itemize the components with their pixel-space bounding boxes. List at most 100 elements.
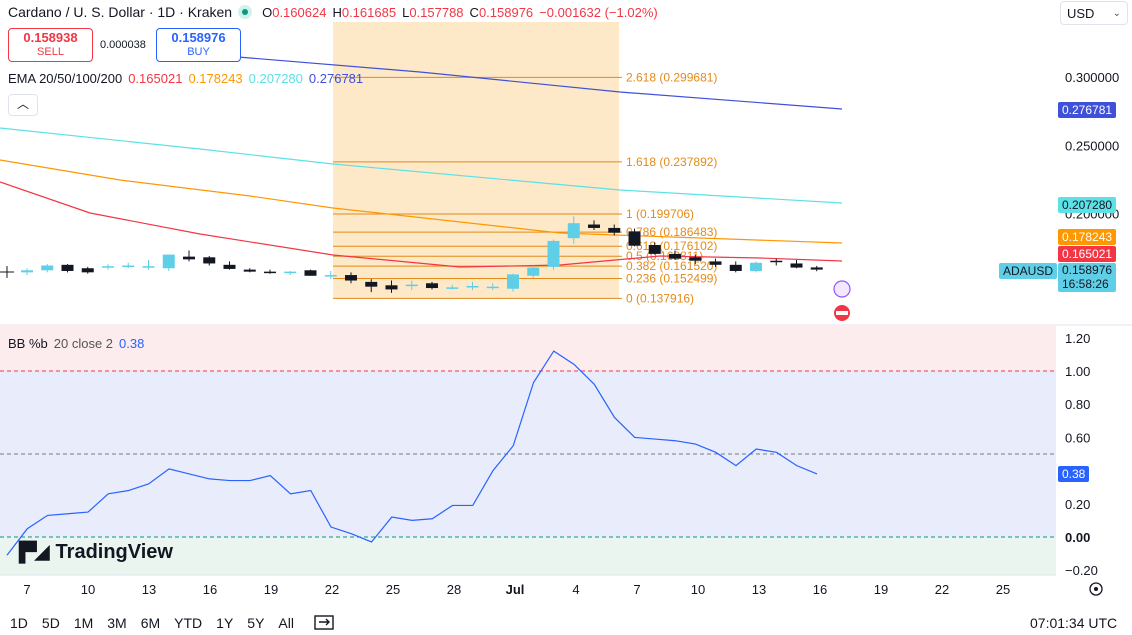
sell-label: SELL [37,46,64,58]
low-key: L [402,4,410,20]
bb-axis-label-3: 0.60 [1065,430,1090,445]
tradingview-logo-text: TradingView [55,541,173,563]
candle-body-36 [750,262,762,271]
sell-price: 0.158938 [23,30,78,45]
ema200-line [237,56,843,110]
bb-lower-zone [0,537,1056,575]
collapse-legend-button[interactable]: ︿ [8,94,38,116]
candle-body-35 [729,264,742,271]
high-key: H [332,4,342,20]
price-axis-label-1: 0.250000 [1065,138,1119,153]
bb-axis-label-5: 0.20 [1065,497,1090,512]
bb-axis-label-6: 0.00 [1065,530,1090,545]
candle-body-39 [810,267,823,270]
fib-label-5: 0.786 (0.186483) [626,225,717,239]
candle-body-2 [61,264,74,271]
timeframe-1m[interactable]: 1M [73,615,94,631]
buy-price: 0.158976 [171,30,226,45]
candle-body-4 [102,266,114,268]
candle-body-5 [122,265,135,268]
time-axis-label-14: 19 [874,582,888,597]
eye-icon[interactable] [238,5,253,19]
candle-body-18 [385,285,398,290]
time-axis-label-3: 16 [203,582,217,597]
buy-button[interactable]: 0.158976 BUY [156,28,241,62]
candle-body-3 [81,268,94,273]
ema20-line [0,181,843,268]
candle-body-9 [203,257,216,264]
time-axis-label-13: 16 [813,582,827,597]
candle-body-26 [547,240,560,267]
bb-axis-label-2: 0.80 [1065,397,1090,412]
candle-body-6 [142,266,155,268]
time-axis-label-11: 10 [691,582,705,597]
sell-button[interactable]: 0.158938 SELL [8,28,93,62]
symbol-header: Cardano / U. S. Dollar · 1D · Kraken O0.… [8,4,658,20]
symbol-title[interactable]: Cardano / U. S. Dollar · 1D · Kraken [8,4,233,20]
open-value: 0.160624 [272,4,327,20]
change-value: −0.001632 (−1.02%) [539,4,658,20]
time-axis-label-9: 4 [572,582,579,597]
ema200-value: 0.276781 [308,71,364,86]
candle-body-15 [324,275,337,277]
candle-body-11 [243,269,256,272]
ohlc-values: O0.160624 H0.161685 L0.157788 C0.158976 … [262,5,658,20]
spread-value: 0.000038 [100,39,146,51]
settings-gear-hub [1094,587,1098,591]
clock[interactable]: 07:01:34 UTC [1030,615,1118,631]
last-price: 0.158976 [1062,263,1113,277]
candle-body-27 [567,223,580,239]
bb-axis-label-7: −0.20 [1065,563,1098,578]
timeframe-5d[interactable]: 5D [41,615,60,631]
tradingview-logo-icon: ▐▀◢ [12,542,50,563]
candle-body-10 [223,264,236,269]
ema-legend[interactable]: EMA 20/50/100/200 0.165021 0.178243 0.20… [8,71,363,86]
time-axis-label-8: Jul [506,582,525,597]
timeframe-1d[interactable]: 1D [10,615,28,631]
candle-body-32 [669,253,681,259]
fib-label-0: 0 (0.137916) [626,291,694,305]
candle-body-23 [486,286,499,289]
bb-legend[interactable]: BB %b 20 close 2 0.38 [8,336,144,351]
candle-body-31 [648,245,661,254]
timeframe-6m[interactable]: 6M [140,615,161,631]
timeframe-all[interactable]: All [278,615,294,631]
fib-zone [333,22,619,298]
candle-body-20 [426,283,438,289]
ema50-price-tag: 0.178243 [1058,229,1117,245]
timeframe-5y[interactable]: 5Y [247,615,265,631]
currency-select[interactable]: USD ⌄ [1060,1,1128,25]
chevron-down-icon: ⌄ [1112,8,1121,19]
bb-params: 20 close 2 [53,336,114,351]
bar-countdown: 16:58:26 [1062,277,1109,291]
candle-body-25 [527,267,540,276]
timeframe-1y[interactable]: 1Y [216,615,234,631]
time-axis-label-10: 7 [633,582,640,597]
crosshair-icon [0,266,14,278]
close-value: 0.158976 [478,4,534,20]
candle-body-7 [162,254,175,269]
candle-body-8 [183,256,195,260]
timeframe-3m[interactable]: 3M [107,615,127,631]
tradingview-logo[interactable]: ▐▀◢ TradingView [12,541,173,564]
settings-gear-icon [1089,582,1103,596]
fib-label-7: 1.618 (0.237892) [626,155,717,169]
fib-label-8: 2.618 (0.299681) [626,70,717,84]
timeframe-ytd[interactable]: YTD [174,615,203,631]
time-axis-label-1: 10 [81,582,95,597]
time-axis-label-7: 28 [447,582,461,597]
time-axis-label-0: 7 [23,582,30,597]
candle-body-33 [689,257,702,261]
date-range-icon[interactable] [314,613,336,631]
candle-body-0 [21,270,33,273]
time-axis-label-15: 22 [935,582,949,597]
candle-body-38 [790,263,803,268]
candle-body-13 [284,271,297,274]
symbol-price-tag: ADAUSD [999,263,1058,279]
chevron-up-icon: ︿ [16,97,29,111]
timeframe-bar: 1D 5D 1M 3M 6M YTD 1Y 5Y All [10,615,294,631]
candle-body-24 [507,274,519,289]
low-value: 0.157788 [409,4,464,20]
bb-label: BB %b [8,336,48,351]
